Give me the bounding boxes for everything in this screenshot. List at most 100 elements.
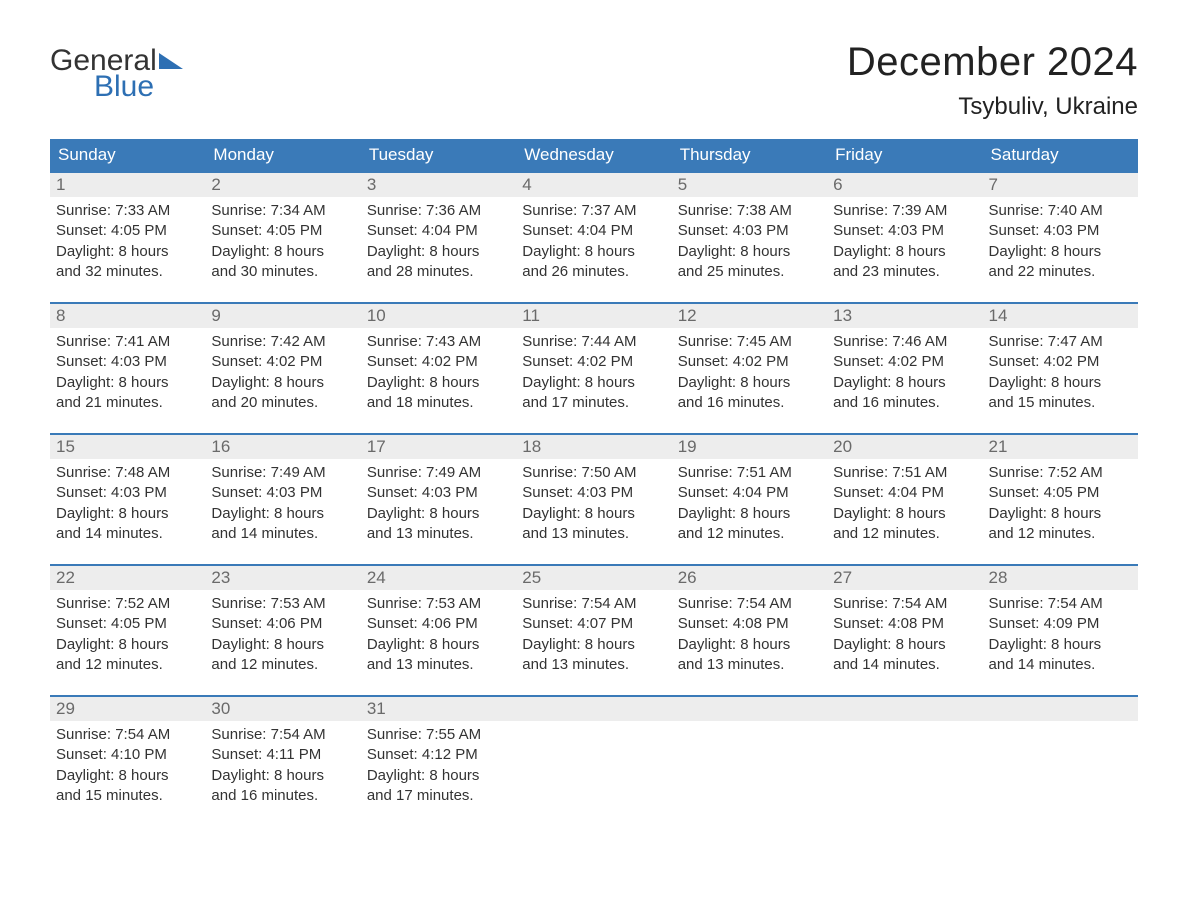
day-number: 20 <box>827 435 982 459</box>
daylight-line-2: and 16 minutes. <box>833 393 976 413</box>
day-body: Sunrise: 7:41 AMSunset: 4:03 PMDaylight:… <box>50 328 205 419</box>
day-body: Sunrise: 7:33 AMSunset: 4:05 PMDaylight:… <box>50 197 205 288</box>
daylight-line-2: and 16 minutes. <box>678 393 821 413</box>
sunset-line: Sunset: 4:03 PM <box>522 483 665 503</box>
daylight-line-2: and 32 minutes. <box>56 262 199 282</box>
daylight-line-1: Daylight: 8 hours <box>522 242 665 262</box>
daylight-line-2: and 18 minutes. <box>367 393 510 413</box>
sunrise-line: Sunrise: 7:52 AM <box>989 463 1132 483</box>
day-body: Sunrise: 7:49 AMSunset: 4:03 PMDaylight:… <box>205 459 360 550</box>
daylight-line-1: Daylight: 8 hours <box>56 242 199 262</box>
sunrise-line: Sunrise: 7:49 AM <box>211 463 354 483</box>
sunrise-line: Sunrise: 7:47 AM <box>989 332 1132 352</box>
sunset-line: Sunset: 4:02 PM <box>678 352 821 372</box>
daylight-line-1: Daylight: 8 hours <box>678 504 821 524</box>
sunset-line: Sunset: 4:02 PM <box>211 352 354 372</box>
day-number: . <box>827 697 982 721</box>
sunset-line: Sunset: 4:08 PM <box>833 614 976 634</box>
sunset-line: Sunset: 4:06 PM <box>211 614 354 634</box>
day-number: 28 <box>983 566 1138 590</box>
day-cell: 26Sunrise: 7:54 AMSunset: 4:08 PMDayligh… <box>672 566 827 681</box>
logo: General Blue <box>50 40 183 102</box>
day-body: Sunrise: 7:45 AMSunset: 4:02 PMDaylight:… <box>672 328 827 419</box>
logo-flag-icon <box>159 53 183 69</box>
sunrise-line: Sunrise: 7:44 AM <box>522 332 665 352</box>
sunrise-line: Sunrise: 7:38 AM <box>678 201 821 221</box>
daylight-line-1: Daylight: 8 hours <box>833 373 976 393</box>
day-number: 25 <box>516 566 671 590</box>
sunrise-line: Sunrise: 7:54 AM <box>833 594 976 614</box>
sunrise-line: Sunrise: 7:34 AM <box>211 201 354 221</box>
sunrise-line: Sunrise: 7:55 AM <box>367 725 510 745</box>
day-number: 14 <box>983 304 1138 328</box>
daylight-line-2: and 14 minutes. <box>833 655 976 675</box>
week-row: 15Sunrise: 7:48 AMSunset: 4:03 PMDayligh… <box>50 433 1138 550</box>
sunset-line: Sunset: 4:02 PM <box>522 352 665 372</box>
daylight-line-2: and 17 minutes. <box>522 393 665 413</box>
day-number: . <box>983 697 1138 721</box>
day-number: 1 <box>50 173 205 197</box>
day-body: Sunrise: 7:37 AMSunset: 4:04 PMDaylight:… <box>516 197 671 288</box>
day-number: 18 <box>516 435 671 459</box>
day-cell: 17Sunrise: 7:49 AMSunset: 4:03 PMDayligh… <box>361 435 516 550</box>
daylight-line-2: and 15 minutes. <box>989 393 1132 413</box>
daylight-line-1: Daylight: 8 hours <box>56 635 199 655</box>
day-cell: . <box>516 697 671 812</box>
day-body: Sunrise: 7:52 AMSunset: 4:05 PMDaylight:… <box>50 590 205 681</box>
day-cell: 8Sunrise: 7:41 AMSunset: 4:03 PMDaylight… <box>50 304 205 419</box>
dow-saturday: Saturday <box>983 139 1138 171</box>
sunset-line: Sunset: 4:04 PM <box>678 483 821 503</box>
day-number: 4 <box>516 173 671 197</box>
week-row: 29Sunrise: 7:54 AMSunset: 4:10 PMDayligh… <box>50 695 1138 812</box>
daylight-line-2: and 12 minutes. <box>833 524 976 544</box>
day-number: 3 <box>361 173 516 197</box>
sunrise-line: Sunrise: 7:45 AM <box>678 332 821 352</box>
day-cell: . <box>983 697 1138 812</box>
dow-tuesday: Tuesday <box>361 139 516 171</box>
daylight-line-1: Daylight: 8 hours <box>211 242 354 262</box>
day-cell: 3Sunrise: 7:36 AMSunset: 4:04 PMDaylight… <box>361 173 516 288</box>
sunset-line: Sunset: 4:04 PM <box>367 221 510 241</box>
daylight-line-2: and 12 minutes. <box>678 524 821 544</box>
sunset-line: Sunset: 4:08 PM <box>678 614 821 634</box>
day-number: . <box>516 697 671 721</box>
day-number: 29 <box>50 697 205 721</box>
sunrise-line: Sunrise: 7:36 AM <box>367 201 510 221</box>
location-text: Tsybuliv, Ukraine <box>847 93 1138 121</box>
daylight-line-1: Daylight: 8 hours <box>833 242 976 262</box>
daylight-line-2: and 21 minutes. <box>56 393 199 413</box>
sunset-line: Sunset: 4:12 PM <box>367 745 510 765</box>
day-cell: 2Sunrise: 7:34 AMSunset: 4:05 PMDaylight… <box>205 173 360 288</box>
day-body: Sunrise: 7:48 AMSunset: 4:03 PMDaylight:… <box>50 459 205 550</box>
day-body: Sunrise: 7:44 AMSunset: 4:02 PMDaylight:… <box>516 328 671 419</box>
daylight-line-2: and 15 minutes. <box>56 786 199 806</box>
day-cell: 15Sunrise: 7:48 AMSunset: 4:03 PMDayligh… <box>50 435 205 550</box>
day-cell: 4Sunrise: 7:37 AMSunset: 4:04 PMDaylight… <box>516 173 671 288</box>
sunrise-line: Sunrise: 7:40 AM <box>989 201 1132 221</box>
sunrise-line: Sunrise: 7:42 AM <box>211 332 354 352</box>
sunrise-line: Sunrise: 7:54 AM <box>56 725 199 745</box>
sunset-line: Sunset: 4:02 PM <box>367 352 510 372</box>
sunset-line: Sunset: 4:02 PM <box>833 352 976 372</box>
day-body: Sunrise: 7:53 AMSunset: 4:06 PMDaylight:… <box>361 590 516 681</box>
dow-sunday: Sunday <box>50 139 205 171</box>
day-cell: . <box>827 697 982 812</box>
day-number: 16 <box>205 435 360 459</box>
daylight-line-2: and 26 minutes. <box>522 262 665 282</box>
sunrise-line: Sunrise: 7:48 AM <box>56 463 199 483</box>
sunset-line: Sunset: 4:04 PM <box>522 221 665 241</box>
day-cell: 24Sunrise: 7:53 AMSunset: 4:06 PMDayligh… <box>361 566 516 681</box>
daylight-line-2: and 12 minutes. <box>211 655 354 675</box>
dow-thursday: Thursday <box>672 139 827 171</box>
sunset-line: Sunset: 4:07 PM <box>522 614 665 634</box>
daylight-line-2: and 28 minutes. <box>367 262 510 282</box>
day-number: 6 <box>827 173 982 197</box>
day-body: Sunrise: 7:40 AMSunset: 4:03 PMDaylight:… <box>983 197 1138 288</box>
sunrise-line: Sunrise: 7:53 AM <box>367 594 510 614</box>
day-cell: 14Sunrise: 7:47 AMSunset: 4:02 PMDayligh… <box>983 304 1138 419</box>
day-body: Sunrise: 7:51 AMSunset: 4:04 PMDaylight:… <box>672 459 827 550</box>
day-body: Sunrise: 7:47 AMSunset: 4:02 PMDaylight:… <box>983 328 1138 419</box>
day-cell: 7Sunrise: 7:40 AMSunset: 4:03 PMDaylight… <box>983 173 1138 288</box>
calendar: Sunday Monday Tuesday Wednesday Thursday… <box>50 139 1138 812</box>
dow-friday: Friday <box>827 139 982 171</box>
